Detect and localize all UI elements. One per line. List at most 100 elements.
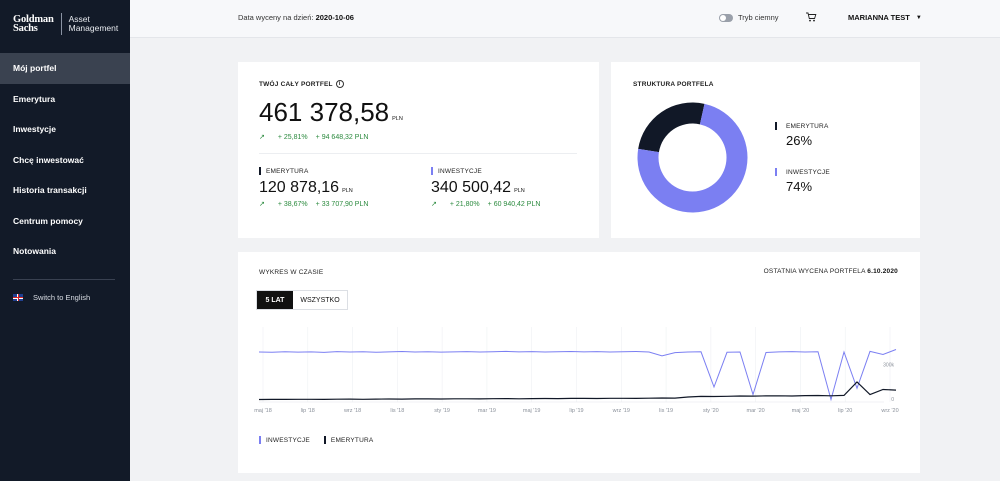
inwestycje-value: 340 500,42 PLN <box>431 179 525 197</box>
structure-emerytura-label: EMERYTURA <box>786 122 829 130</box>
structure-inwestycje-label: INWESTYCJE <box>786 168 830 176</box>
x-tick-label: lis '19 <box>659 408 673 414</box>
chart-legend-inwestycje-label: INWESTYCJE <box>266 436 310 444</box>
sidebar-item-notowania[interactable]: Notowania <box>13 246 56 257</box>
range-5-lat-button[interactable]: 5 LAT <box>257 291 293 309</box>
series-line-inwestycje <box>258 349 897 402</box>
inwestycje-gain: ↗ + 21,80% + 60 940,42 PLN <box>431 200 541 209</box>
inwestycje-label: INWESTYCJE <box>431 167 482 175</box>
sidebar-item-inwestycje[interactable]: Inwestycje <box>13 124 56 135</box>
last-valuation: OSTATNIA WYCENA PORTFELA 6.10.2020 <box>764 268 898 275</box>
emerytura-label-text: EMERYTURA <box>266 167 309 175</box>
inwestycje-marker <box>775 168 777 176</box>
sidebar: Goldman Sachs Asset Management Mój portf… <box>0 0 130 481</box>
portfolio-gain-pct: + 25,81% <box>277 133 308 141</box>
portfolio-gain-amount: + 94 648,32 PLN <box>315 133 369 141</box>
series-line-emerytura <box>258 381 897 401</box>
range-wszystko-button[interactable]: WSZYSTKO <box>293 291 347 309</box>
donut-slice-emerytura[interactable] <box>638 102 705 153</box>
portfolio-total: 461 378,58 PLN <box>259 97 403 128</box>
x-tick-label: wrz '18 <box>343 408 361 414</box>
inwestycje-gain-pct: + 21,80% <box>449 200 480 208</box>
emerytura-marker <box>775 122 777 130</box>
history-chart: maj '18 lip '18 wrz '18 lis '18 sty '19 mar '… <box>254 327 899 414</box>
sidebar-nav: Mój portfel Emerytura Inwestycje Chcę in… <box>0 53 130 267</box>
inwestycje-marker <box>259 436 261 444</box>
x-tick-label: wrz '19 <box>612 408 630 414</box>
inwestycje-marker <box>431 167 433 175</box>
x-tick-label: wrz '20 <box>880 408 898 414</box>
structure-inwestycje-pct: 74% <box>786 179 813 194</box>
inwestycje-gain-amount: + 60 940,42 PLN <box>487 200 541 208</box>
toggle-switch-icon[interactable] <box>719 13 733 22</box>
emerytura-gain-amount: + 33 707,90 PLN <box>315 200 369 208</box>
x-tick-label: maj '18 <box>254 408 272 414</box>
sidebar-divider <box>13 278 115 280</box>
portfolio-total-value: 461 378,58 <box>259 97 390 127</box>
language-switch[interactable]: Switch to English <box>0 291 130 305</box>
range-selector: 5 LAT WSZYSTKO <box>256 290 348 310</box>
emerytura-gain: ↗ + 38,67% + 33 707,90 PLN <box>259 200 369 209</box>
logo-sub-line-1: Asset <box>68 13 90 24</box>
donut-chart <box>637 102 748 213</box>
x-tick-label: lip '18 <box>301 408 315 414</box>
chart-card: maj '18 lip '18 wrz '18 lis '18 sty '19 mar '… <box>238 252 920 473</box>
valuation-date: 2020-10-06 <box>315 13 354 22</box>
emerytura-value: 120 878,16 PLN <box>259 179 353 197</box>
x-tick-label: lip '19 <box>569 408 583 414</box>
inwestycje-value-amount: 340 500,42 <box>431 179 512 196</box>
sidebar-item-centrum-pomocy[interactable]: Centrum pomocy <box>13 215 83 226</box>
emerytura-value-currency: PLN <box>342 188 353 194</box>
sidebar-item-emerytura[interactable]: Emerytura <box>13 93 56 104</box>
chevron-down-icon: ▼ <box>915 14 922 21</box>
sidebar-item-chce-inwestowac[interactable]: Chcę inwestować <box>13 154 84 165</box>
portfolio-card: TWÓJ CAŁY PORTFEL i 461 378,58 PLN ↗ + 2… <box>238 62 599 238</box>
y-tick-label: 300k <box>883 363 894 369</box>
logo-line-2: Sachs <box>13 23 38 34</box>
portfolio-title-text: TWÓJ CAŁY PORTFEL <box>259 80 333 88</box>
uk-flag-icon <box>13 294 23 301</box>
logo-subtitle: Asset Management <box>68 13 119 34</box>
chart-legend-emerytura[interactable]: EMERYTURA <box>323 436 374 444</box>
structure-card: STRUKTURA PORTFELA EMERYTURA 26% INWESTY… <box>611 62 920 238</box>
x-tick-label: lis '18 <box>390 408 404 414</box>
inwestycje-value-currency: PLN <box>514 188 525 194</box>
user-name: MARIANNA TEST <box>848 13 910 22</box>
structure-legend-emerytura: EMERYTURA 26% <box>775 122 829 148</box>
trend-up-icon: ↗ <box>431 201 437 208</box>
logo-divider <box>60 13 62 35</box>
x-tick-label: maj '20 <box>792 408 810 414</box>
portfolio-total-currency: PLN <box>392 116 403 122</box>
emerytura-value-amount: 120 878,16 <box>259 179 340 196</box>
last-valuation-date: 6.10.2020 <box>867 268 898 275</box>
emerytura-gain-pct: + 38,67% <box>277 200 308 208</box>
dark-mode-toggle[interactable]: Tryb ciemny <box>719 13 779 22</box>
info-icon[interactable]: i <box>335 80 344 88</box>
emerytura-label: EMERYTURA <box>259 167 309 175</box>
valuation-label: Data wyceny na dzień: <box>238 13 314 22</box>
y-tick-label: 0 <box>891 397 894 403</box>
x-tick-label: mar '20 <box>747 408 765 414</box>
inwestycje-label-text: INWESTYCJE <box>438 167 482 175</box>
donut-slice-inwestycje[interactable] <box>637 103 748 213</box>
sidebar-item-historia-transakcji[interactable]: Historia transakcji <box>13 185 87 196</box>
trend-up-icon: ↗ <box>259 134 265 141</box>
brand-logo[interactable]: Goldman Sachs Asset Management <box>0 0 130 48</box>
last-valuation-label: OSTATNIA WYCENA PORTFELA <box>763 268 866 275</box>
logo-line-1: Goldman <box>13 13 54 25</box>
emerytura-marker <box>323 436 326 444</box>
top-header: Data wyceny na dzień: 2020-10-06 Tryb ci… <box>130 0 1000 38</box>
trend-up-icon: ↗ <box>259 201 265 208</box>
x-tick-label: mar '19 <box>478 408 496 414</box>
chart-title: WYKRES W CZASIE <box>259 269 324 276</box>
chart-legend-inwestycje[interactable]: INWESTYCJE <box>259 436 310 444</box>
x-tick-label: maj '19 <box>523 408 541 414</box>
cart-icon[interactable] <box>805 11 817 23</box>
dark-mode-label: Tryb ciemny <box>738 13 779 22</box>
structure-emerytura-pct: 26% <box>786 133 813 148</box>
chart-legend: INWESTYCJE EMERYTURA <box>259 436 387 444</box>
sidebar-item-moj-portfel[interactable]: Mój portfel <box>0 53 130 84</box>
logo-wordmark: Goldman Sachs <box>13 13 54 34</box>
x-tick-label: sty '19 <box>434 408 450 414</box>
user-menu[interactable]: MARIANNA TEST ▼ <box>848 13 922 22</box>
